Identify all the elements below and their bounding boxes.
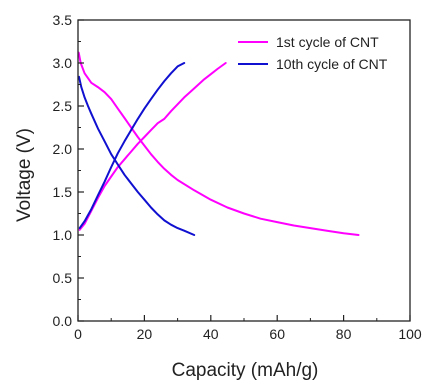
x-axis-title: Capacity (mAh/g) bbox=[172, 360, 319, 381]
x-tick-label: 20 bbox=[137, 326, 153, 342]
x-tick-label: 60 bbox=[269, 326, 285, 342]
series-1-charge-line bbox=[78, 62, 227, 231]
y-tick-label: 1.0 bbox=[53, 227, 73, 243]
y-tick-label: 1.5 bbox=[53, 184, 73, 200]
y-tick-label: 3.0 bbox=[53, 55, 73, 71]
series-2-discharge-line bbox=[78, 75, 196, 236]
y-axis-title: Voltage (V) bbox=[14, 128, 35, 222]
x-tick-label: 40 bbox=[203, 326, 219, 342]
y-tick-label: 0.5 bbox=[53, 270, 73, 286]
legend-label-2: 10th cycle of CNT bbox=[276, 56, 388, 72]
series-1-discharge-line bbox=[77, 51, 360, 236]
x-tick-label: 0 bbox=[74, 326, 82, 342]
y-tick-label: 2.0 bbox=[53, 141, 73, 157]
series-2-charge-line bbox=[78, 62, 186, 230]
y-tick-label: 0.0 bbox=[53, 313, 73, 329]
x-tick-label: 80 bbox=[336, 326, 352, 342]
plot-layer bbox=[77, 51, 360, 236]
x-tick-label: 100 bbox=[398, 326, 422, 342]
axis-layer: 0 20 40 60 80 100 0.0 0.5 1.0 1.5 2.0 2.5 3.0 3.5 bbox=[53, 12, 422, 342]
y-tick-label: 2.5 bbox=[53, 98, 73, 114]
y-tick-label: 3.5 bbox=[53, 12, 73, 28]
legend: 1st cycle of CNT 10th cycle of CNT bbox=[238, 34, 388, 72]
legend-label-1: 1st cycle of CNT bbox=[276, 34, 379, 50]
